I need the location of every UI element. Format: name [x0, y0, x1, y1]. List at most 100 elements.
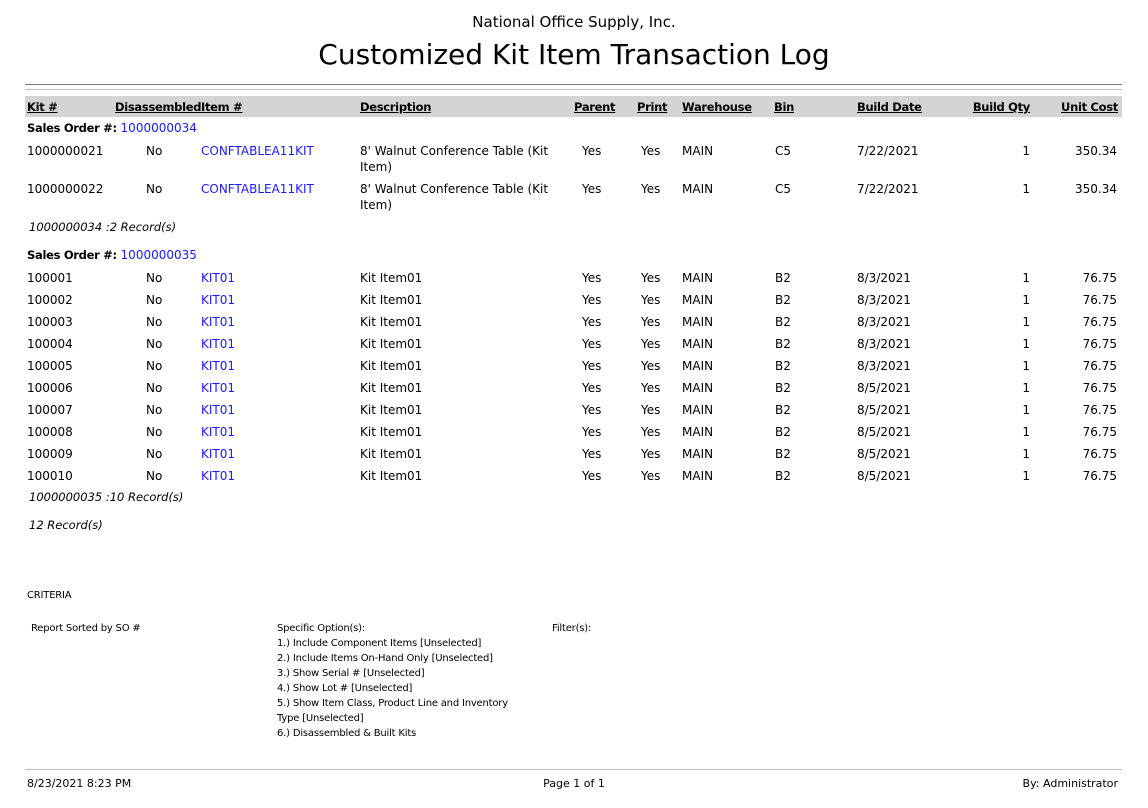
cell-warehouse: MAIN — [682, 381, 714, 395]
sales-order-label: Sales Order #: — [27, 248, 117, 262]
cell-parent: Yes — [582, 182, 602, 196]
cell-build-date: 8/3/2021 — [857, 337, 911, 351]
cell-description: Kit Item01 — [360, 293, 423, 307]
cell-warehouse: MAIN — [682, 144, 714, 158]
cell-build-qty: 1 — [1022, 359, 1030, 373]
cell-build-date: 8/5/2021 — [857, 381, 911, 395]
cell-unit-cost: 76.75 — [1082, 403, 1117, 417]
cell-item[interactable]: KIT01 — [201, 293, 236, 307]
cell-disassembled: No — [146, 337, 163, 351]
cell-bin: B2 — [775, 315, 791, 329]
column-header-disassembled[interactable]: Disassembled — [115, 100, 202, 114]
column-header-build-qty[interactable]: Build Qty — [972, 100, 1030, 114]
cell-bin: B2 — [775, 359, 791, 373]
cell-description: Kit Item01 — [360, 359, 423, 373]
footer-divider — [25, 769, 1122, 770]
cell-unit-cost: 76.75 — [1082, 469, 1117, 483]
cell-item[interactable]: KIT01 — [201, 469, 236, 483]
sales-order-link[interactable]: 1000000034 — [120, 121, 197, 135]
cell-item[interactable]: KIT01 — [201, 359, 236, 373]
cell-build-qty: 1 — [1022, 469, 1030, 483]
cell-parent: Yes — [582, 469, 602, 483]
cell-item[interactable]: CONFTABLEA11KIT — [201, 144, 314, 158]
print-timestamp: 8/23/2021 8:23 PM — [27, 777, 132, 790]
cell-build-date: 8/5/2021 — [857, 425, 911, 439]
cell-build-date: 8/3/2021 — [857, 293, 911, 307]
cell-item[interactable]: CONFTABLEA11KIT — [201, 182, 314, 196]
cell-item[interactable]: KIT01 — [201, 271, 236, 285]
cell-item[interactable]: KIT01 — [201, 447, 236, 461]
cell-item[interactable]: KIT01 — [201, 403, 236, 417]
cell-warehouse: MAIN — [682, 403, 714, 417]
cell-item[interactable]: KIT01 — [201, 337, 236, 351]
cell-description: 8' Walnut Conference Table (Kit — [360, 144, 549, 158]
cell-build-qty: 1 — [1022, 144, 1030, 158]
criteria-heading: CRITERIA — [27, 590, 72, 601]
option-line: 5.) Show Item Class, Product Line and In… — [277, 698, 508, 709]
cell-bin: B2 — [775, 403, 791, 417]
column-header-warehouse[interactable]: Warehouse — [682, 100, 752, 114]
cell-build-qty: 1 — [1022, 337, 1030, 351]
cell-warehouse: MAIN — [682, 293, 714, 307]
cell-build-qty: 1 — [1022, 381, 1030, 395]
cell-item[interactable]: KIT01 — [201, 315, 236, 329]
cell-warehouse: MAIN — [682, 182, 714, 196]
group-record-count: 1000000034 :2 Record(s) — [29, 220, 177, 234]
cell-description: Kit Item01 — [360, 403, 423, 417]
cell-parent: Yes — [582, 144, 602, 158]
divider — [25, 89, 1122, 90]
cell-unit-cost: 76.75 — [1082, 315, 1117, 329]
cell-item[interactable]: KIT01 — [201, 425, 236, 439]
cell-bin: B2 — [775, 293, 791, 307]
cell-bin: C5 — [775, 182, 792, 196]
column-header-print[interactable]: Print — [637, 100, 668, 114]
cell-parent: Yes — [582, 293, 602, 307]
cell-kit: 100004 — [27, 337, 73, 351]
cell-parent: Yes — [582, 447, 602, 461]
column-header-parent[interactable]: Parent — [574, 100, 616, 114]
cell-disassembled: No — [146, 315, 163, 329]
cell-print: Yes — [641, 381, 661, 395]
cell-warehouse: MAIN — [682, 271, 714, 285]
cell-disassembled: No — [146, 144, 163, 158]
cell-item[interactable]: KIT01 — [201, 381, 236, 395]
cell-print: Yes — [641, 359, 661, 373]
cell-print: Yes — [641, 403, 661, 417]
option-line: 2.) Include Items On-Hand Only [Unselect… — [277, 653, 493, 664]
cell-build-date: 8/5/2021 — [857, 469, 911, 483]
cell-disassembled: No — [146, 359, 163, 373]
column-header-bin[interactable]: Bin — [774, 100, 794, 114]
printed-by: By: Administrator — [1022, 777, 1118, 790]
cell-kit: 100010 — [27, 469, 73, 483]
column-header-description[interactable]: Description — [360, 100, 432, 114]
cell-build-date: 8/5/2021 — [857, 403, 911, 417]
cell-build-qty: 1 — [1022, 315, 1030, 329]
cell-build-qty: 1 — [1022, 271, 1030, 285]
cell-disassembled: No — [146, 447, 163, 461]
options-label: Specific Option(s): — [277, 623, 366, 634]
cell-disassembled: No — [146, 381, 163, 395]
column-header-build-date[interactable]: Build Date — [857, 100, 922, 114]
column-header-item[interactable]: Item # — [201, 100, 243, 114]
column-header-kit[interactable]: Kit # — [27, 100, 58, 114]
cell-warehouse: MAIN — [682, 337, 714, 351]
cell-build-date: 7/22/2021 — [857, 144, 919, 158]
column-header-unit-cost[interactable]: Unit Cost — [1061, 100, 1118, 114]
cell-parent: Yes — [582, 315, 602, 329]
option-line: 4.) Show Lot # [Unselected] — [277, 683, 413, 694]
cell-description-continued: Item) — [360, 198, 392, 212]
cell-build-date: 8/3/2021 — [857, 359, 911, 373]
cell-kit: 100005 — [27, 359, 73, 373]
cell-warehouse: MAIN — [682, 359, 714, 373]
option-line: 3.) Show Serial # [Unselected] — [277, 668, 425, 679]
cell-unit-cost: 76.75 — [1082, 359, 1117, 373]
cell-description: 8' Walnut Conference Table (Kit — [360, 182, 549, 196]
cell-bin: B2 — [775, 381, 791, 395]
sales-order-group-header: Sales Order #: 1000000034 — [27, 121, 197, 135]
cell-warehouse: MAIN — [682, 469, 714, 483]
sales-order-group-header: Sales Order #: 1000000035 — [27, 248, 197, 262]
company-name: National Office Supply, Inc. — [472, 13, 676, 31]
cell-parent: Yes — [582, 359, 602, 373]
cell-disassembled: No — [146, 182, 163, 196]
sales-order-link[interactable]: 1000000035 — [120, 248, 197, 262]
